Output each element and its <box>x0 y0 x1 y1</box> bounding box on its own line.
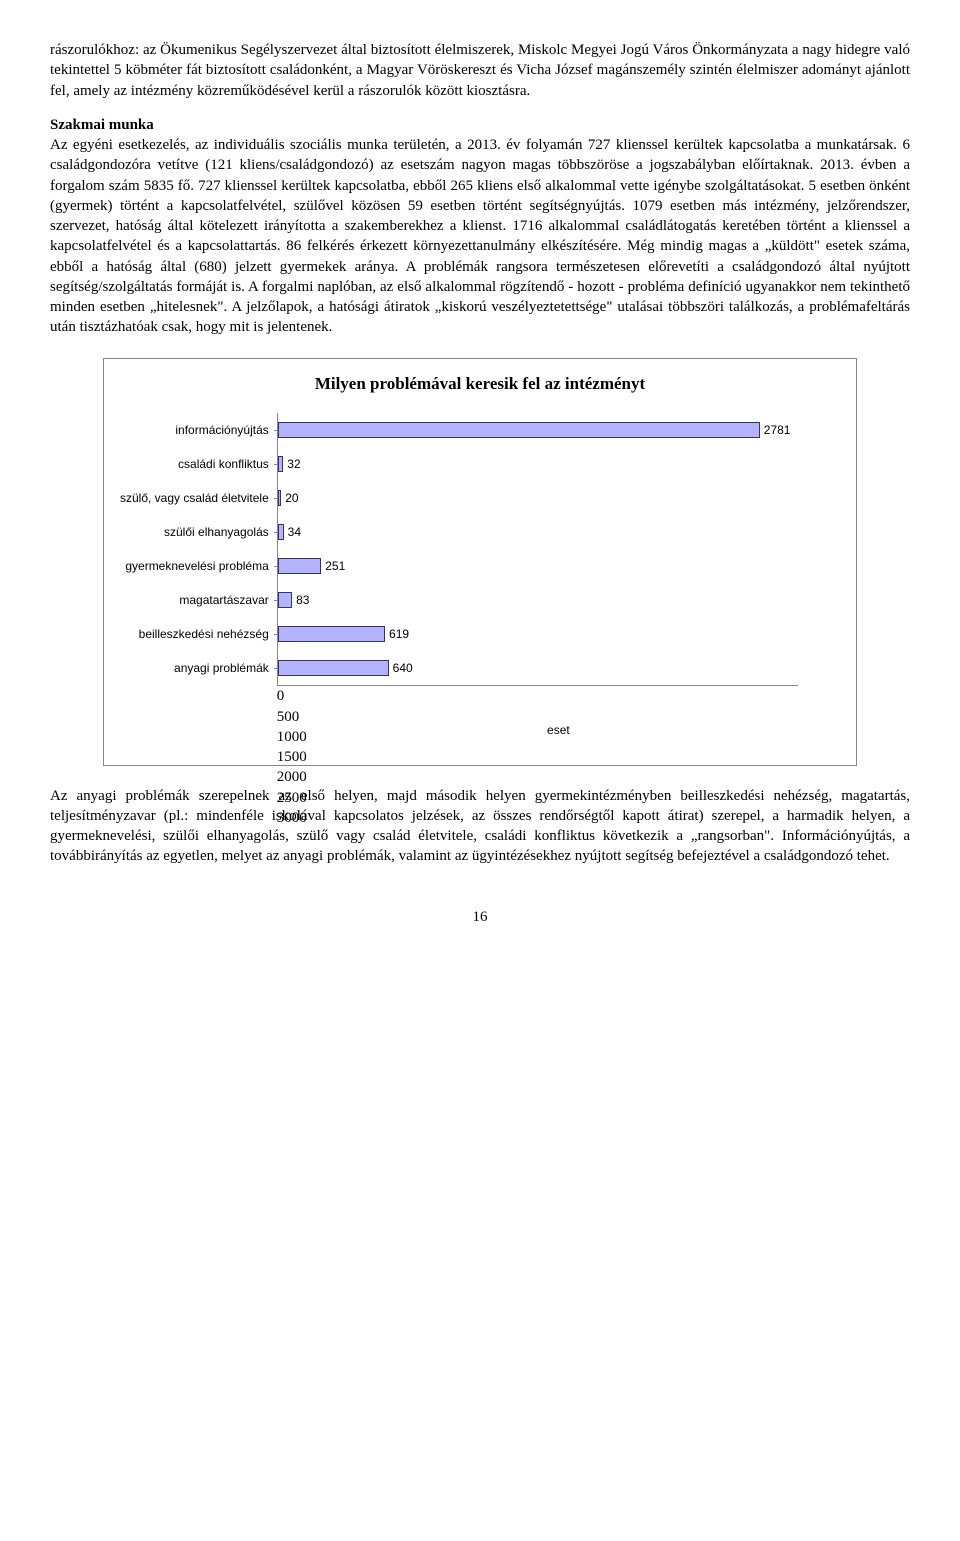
chart-category-labels: információnyújtáscsaládi konfliktusszülő… <box>120 413 277 738</box>
chart-bar <box>278 626 385 642</box>
chart-container: Milyen problémával keresik fel az intézm… <box>103 358 857 766</box>
chart-bar-value: 640 <box>393 660 413 676</box>
chart-bar <box>278 422 760 438</box>
chart-x-tick: 1500 <box>277 747 797 767</box>
paragraph-intro: rászorulókhoz: az Ökumenikus Segélyszerv… <box>50 40 910 101</box>
chart-category-label: szülő, vagy család életvitele <box>120 481 269 515</box>
chart-bar <box>278 490 281 506</box>
chart-bar <box>278 558 322 574</box>
chart-bar <box>278 592 292 608</box>
chart-category-label: magatartászavar <box>120 583 269 617</box>
chart-x-tick: 500 <box>277 707 797 727</box>
chart-category-label: szülői elhanyagolás <box>120 515 269 549</box>
chart-category-label: információnyújtás <box>120 413 269 447</box>
chart-title: Milyen problémával keresik fel az intézm… <box>120 373 840 396</box>
chart-bar <box>278 456 284 472</box>
chart-bar-value: 32 <box>287 456 300 472</box>
chart-bar-value: 2781 <box>764 422 791 438</box>
chart-category-label: anyagi problémák <box>120 651 269 685</box>
chart-bars: 2781 32 20 34 251 83 619 640 <box>278 413 798 685</box>
chart-bar-value: 20 <box>285 490 298 506</box>
chart-bar-row: 640 <box>278 651 798 685</box>
chart-x-tick: 3000 <box>277 808 797 828</box>
chart-x-tick: 0 <box>277 686 797 706</box>
chart-bar-row: 83 <box>278 583 798 617</box>
chart-bar-value: 251 <box>325 558 345 574</box>
chart-category-label: gyermeknevelési probléma <box>120 549 269 583</box>
chart-x-tick: 2500 <box>277 788 797 808</box>
heading-text: Szakmai munka <box>50 117 154 133</box>
page-number: 16 <box>50 907 910 927</box>
chart-bar-value: 83 <box>296 592 309 608</box>
chart-bar-value: 34 <box>288 524 301 540</box>
chart-bar-row: 34 <box>278 515 798 549</box>
chart-x-axis: 050010001500200025003000 <box>277 686 797 704</box>
chart-bar <box>278 524 284 540</box>
section-heading: Szakmai munka Az egyéni esetkezelés, az … <box>50 115 910 338</box>
chart-category-label: családi konfliktus <box>120 447 269 481</box>
chart-bar-value: 619 <box>389 626 409 642</box>
chart-bar-row: 619 <box>278 617 798 651</box>
paragraph-szakmai: Az egyéni esetkezelés, az individuális s… <box>50 137 910 335</box>
chart-plot-area: információnyújtáscsaládi konfliktusszülő… <box>120 413 840 738</box>
chart-bar <box>278 660 389 676</box>
chart-bar-row: 251 <box>278 549 798 583</box>
chart-bar-row: 20 <box>278 481 798 515</box>
chart-x-tick: 1000 <box>277 727 797 747</box>
chart-bar-row: 32 <box>278 447 798 481</box>
chart-bar-row: 2781 <box>278 413 798 447</box>
chart-bars-frame: 2781 32 20 34 251 83 619 640 <box>277 413 798 686</box>
chart-category-label: beilleszkedési nehézség <box>120 617 269 651</box>
chart-x-tick: 2000 <box>277 767 797 787</box>
